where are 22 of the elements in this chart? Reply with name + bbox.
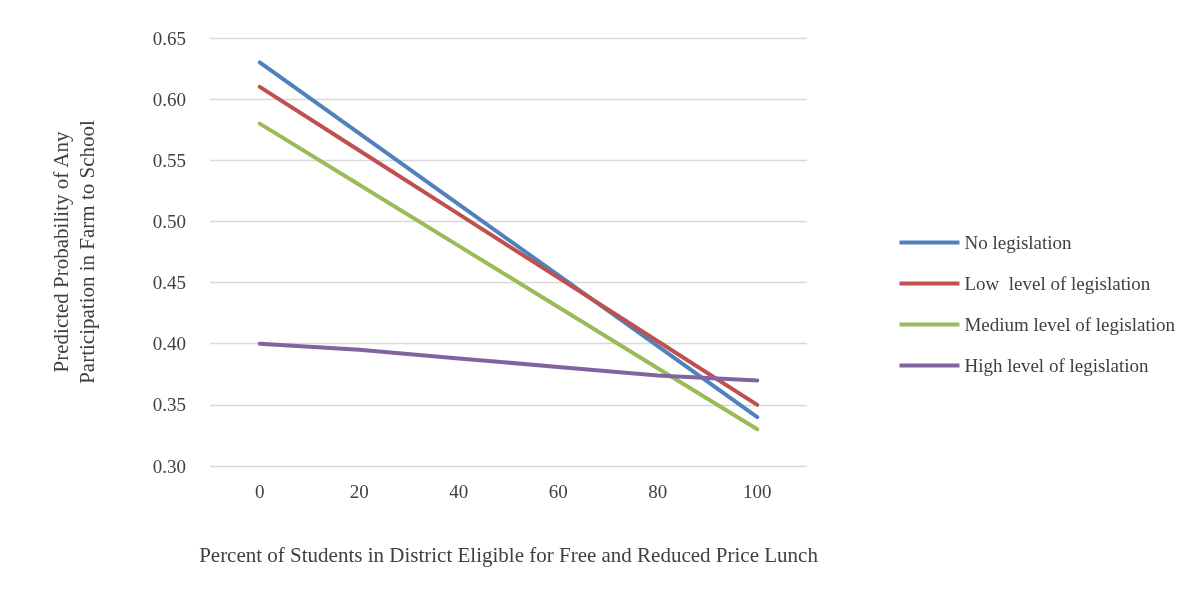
y-tick-label: 0.45: [152, 272, 186, 294]
y-tick-label: 0.65: [152, 27, 186, 49]
legend-label: Low level of legislation: [964, 273, 1151, 294]
x-tick-label: 0: [255, 481, 265, 502]
line-series: [257, 121, 760, 432]
legend-label: No legislation: [964, 232, 1073, 253]
y-tick-label: 0.35: [152, 394, 186, 416]
y-tick-label: 0.50: [152, 210, 186, 232]
x-tick-label: 80: [648, 481, 668, 502]
x-tick-label: 20: [349, 481, 369, 502]
x-tick-label: 40: [449, 481, 469, 502]
x-tick-label: 60: [548, 481, 568, 502]
x-axis-title: Percent of Students in District Eligible for Free and Reduced Price Lunch: [199, 542, 819, 567]
y-tick-label: 0.40: [152, 333, 186, 355]
legend-label: High level of legislation: [964, 355, 1150, 376]
line-series: [257, 341, 760, 383]
y-tick-label: 0.60: [152, 88, 186, 110]
y-tick-label: 0.30: [152, 455, 186, 477]
x-tick-label: 100: [743, 481, 772, 502]
y-axis-title: Predicted Probability of Any Participation in Farm to School: [49, 120, 99, 384]
legend-label: Medium level of legislation: [964, 314, 1176, 335]
y-tick-label: 0.55: [152, 149, 186, 171]
